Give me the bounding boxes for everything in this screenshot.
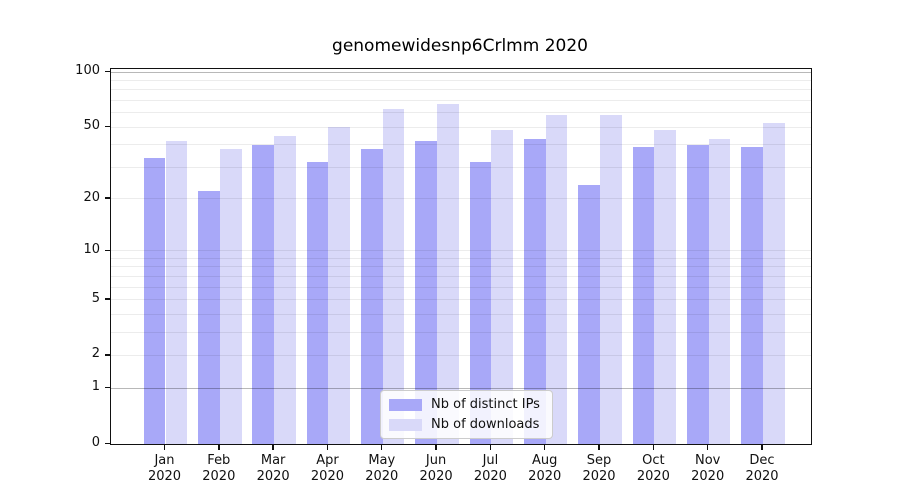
bar-ips-apr <box>306 162 329 444</box>
y-tick-label-2: 2 <box>91 346 100 362</box>
y-tick-label-20: 20 <box>83 189 100 205</box>
bar-ips-jul <box>469 162 492 444</box>
gridline-80 <box>111 89 811 91</box>
y-tick-mark-100 <box>105 70 110 73</box>
y-tick-label-0: 0 <box>91 435 100 450</box>
legend-swatch-downloads <box>389 418 422 431</box>
legend-item-distinct-ips: Nb of distinct IPs <box>389 397 540 412</box>
x-tick-mark-jan <box>163 444 166 450</box>
bar-downloads-mar <box>274 135 296 444</box>
x-tick-mark-sep <box>598 444 600 450</box>
x-tick-mark-nov <box>706 444 709 450</box>
bar-downloads-sep <box>600 115 622 444</box>
y-tick-label-1: 1 <box>91 379 100 395</box>
x-tick-mark-feb <box>218 444 220 450</box>
x-tick-label-feb: Feb 2020 <box>202 453 236 484</box>
legend-swatch-distinct-ips <box>389 398 422 411</box>
x-tick-mark-dec <box>761 444 763 450</box>
y-tick-mark-5 <box>105 298 110 300</box>
y-tick-mark-10 <box>105 249 110 251</box>
gridline-70 <box>111 100 811 102</box>
bar-ips-aug <box>524 139 546 444</box>
bar-ips-may <box>361 148 383 444</box>
gridline-60 <box>111 112 811 114</box>
x-tick-label-oct: Oct 2020 <box>636 453 670 484</box>
legend-item-downloads: Nb of downloads <box>389 417 540 432</box>
bar-downloads-feb <box>219 148 242 444</box>
x-tick-label-apr: Apr 2020 <box>310 453 344 484</box>
x-tick-label-dec: Dec 2020 <box>745 453 779 484</box>
chart-title: genomewidesnp6Crlmm 2020 <box>332 36 588 56</box>
legend-label-distinct-ips: Nb of distinct IPs <box>431 397 540 412</box>
gridline-50 <box>111 126 811 128</box>
y-tick-label-10: 10 <box>83 241 100 257</box>
bar-ips-sep <box>578 184 601 444</box>
x-tick-label-may: May 2020 <box>365 453 399 484</box>
bar-downloads-may <box>382 108 405 444</box>
bar-ips-jun <box>415 140 438 444</box>
y-tick-mark-1 <box>105 386 110 389</box>
x-tick-mark-mar <box>272 444 274 450</box>
x-tick-mark-may <box>381 444 383 450</box>
x-tick-mark-oct <box>652 444 655 450</box>
legend-label-downloads: Nb of downloads <box>431 417 540 432</box>
x-tick-label-jun: Jun 2020 <box>419 453 453 484</box>
bar-downloads-apr <box>328 127 351 444</box>
y-tick-mark-20 <box>105 197 110 199</box>
bar-ips-feb <box>198 191 220 444</box>
bar-downloads-jul <box>491 130 514 444</box>
y-tick-mark-0 <box>105 442 110 445</box>
bar-downloads-nov <box>708 139 731 444</box>
y-tick-label-100: 100 <box>75 63 100 79</box>
x-tick-label-mar: Mar 2020 <box>256 453 290 484</box>
plot-area: Nb of distinct IPs Nb of downloads <box>110 68 812 445</box>
x-tick-mark-jul <box>489 444 492 450</box>
bar-ips-mar <box>252 144 275 444</box>
bar-downloads-oct <box>654 130 677 444</box>
bar-ips-jan <box>143 157 166 444</box>
bar-ips-oct <box>632 146 655 444</box>
y-tick-mark-50 <box>105 125 110 128</box>
bar-ips-nov <box>686 144 709 444</box>
x-tick-label-nov: Nov 2020 <box>691 453 725 484</box>
legend: Nb of distinct IPs Nb of downloads <box>380 390 553 439</box>
bar-ips-dec <box>741 146 763 444</box>
x-tick-label-jan: Jan 2020 <box>147 453 182 484</box>
bar-downloads-jun <box>437 104 459 444</box>
bar-downloads-dec <box>763 122 785 444</box>
gridline-100 <box>111 71 811 73</box>
gridline-90 <box>111 80 811 82</box>
y-tick-mark-2 <box>105 354 110 356</box>
x-tick-mark-jun <box>435 444 437 450</box>
bar-downloads-aug <box>545 115 568 444</box>
x-tick-label-sep: Sep 2020 <box>582 453 616 484</box>
x-tick-mark-aug <box>544 444 546 450</box>
x-tick-label-aug: Aug 2020 <box>528 453 562 484</box>
y-tick-label-50: 50 <box>83 118 100 134</box>
x-tick-label-jul: Jul 2020 <box>473 453 507 484</box>
y-tick-label-5: 5 <box>91 290 100 306</box>
bar-downloads-jan <box>165 140 188 444</box>
x-tick-mark-apr <box>326 444 329 450</box>
